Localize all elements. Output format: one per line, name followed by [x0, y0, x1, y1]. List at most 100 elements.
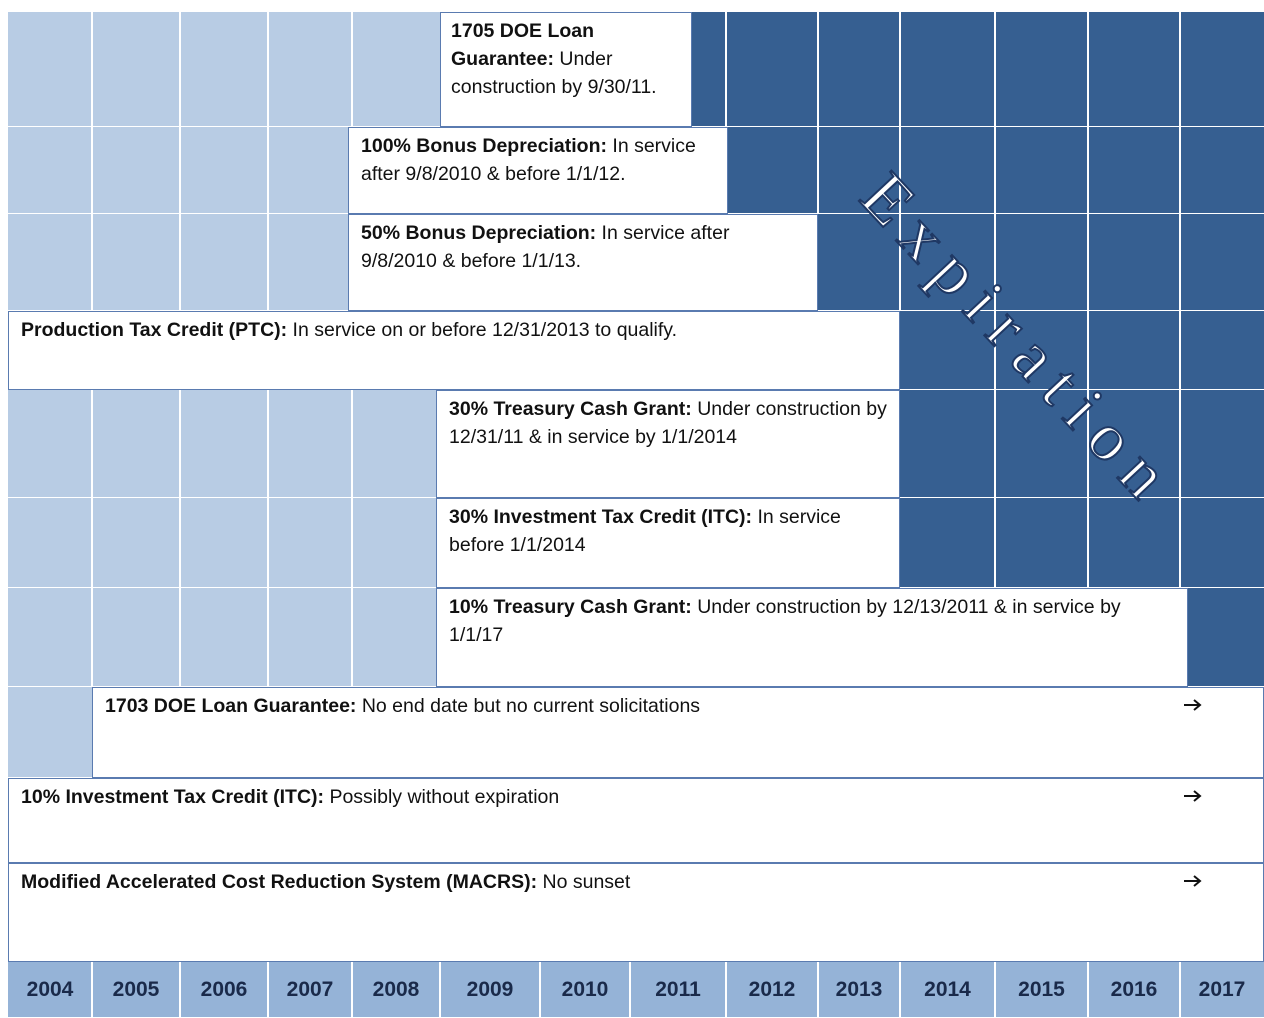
- grid-line: [1179, 498, 1181, 588]
- grid-line: [1087, 12, 1089, 127]
- continues-arrow: [1184, 790, 1202, 802]
- year-label: 2012: [748, 978, 796, 1001]
- grid-line: [899, 214, 901, 311]
- grid-line: [267, 127, 269, 214]
- grid-line: [1179, 12, 1181, 127]
- grid-line: [351, 962, 353, 1017]
- grid-line: [994, 214, 996, 311]
- program-name: 10% Treasury Cash Grant:: [449, 596, 692, 618]
- program-name: 30% Investment Tax Credit (ITC):: [449, 506, 753, 528]
- program-box: 30% Investment Tax Credit (ITC): In serv…: [436, 498, 900, 588]
- grid-line: [1087, 214, 1089, 311]
- grid-line: [91, 127, 93, 214]
- grid-line: [539, 962, 541, 1017]
- program-condition: In service after 9/8/2010 & before 1/1/1…: [361, 135, 696, 185]
- program-name: 10% Investment Tax Credit (ITC):: [21, 786, 325, 808]
- grid-line: [91, 498, 93, 588]
- grid-line: [994, 390, 996, 498]
- year-label: 2010: [561, 978, 609, 1001]
- grid-line: [179, 12, 181, 127]
- grid-line: [1179, 962, 1181, 1017]
- year-label: 2015: [1018, 978, 1065, 1001]
- pre-period: [8, 214, 348, 311]
- program-box: 10% Treasury Cash Grant: Under construct…: [436, 588, 1188, 687]
- expired-period: [900, 390, 1264, 498]
- grid-line: [817, 12, 819, 127]
- pre-period: [8, 12, 440, 127]
- pre-period: [8, 687, 92, 778]
- grid-line: [179, 498, 181, 588]
- grid-line: [1179, 127, 1181, 214]
- grid-line: [91, 390, 93, 498]
- grid-line: [899, 12, 901, 127]
- grid-line: [351, 12, 353, 127]
- grid-line: [179, 588, 181, 687]
- program-box: 50% Bonus Depreciation: In service after…: [348, 214, 818, 311]
- year-label: 2007: [286, 978, 334, 1001]
- expired-period: [818, 214, 1264, 311]
- program-condition: No sunset: [537, 871, 631, 893]
- year-label: 2013: [835, 978, 883, 1001]
- grid-line: [179, 390, 181, 498]
- program-name: 1703 DOE Loan Guarantee:: [105, 695, 357, 717]
- program-condition: No end date but no current solicitations: [356, 695, 701, 717]
- grid-line: [1087, 962, 1089, 1017]
- program-condition: In service before 1/1/2014: [449, 506, 841, 556]
- grid-line: [1087, 390, 1089, 498]
- grid-line: [267, 498, 269, 588]
- expired-period: [900, 311, 1264, 390]
- program-condition: Possibly without expiration: [324, 786, 560, 808]
- year-label: 2004: [26, 978, 74, 1001]
- grid-line: [629, 962, 631, 1017]
- program-condition: In service after 9/8/2010 & before 1/1/1…: [361, 222, 730, 272]
- continues-arrow: [1184, 875, 1202, 887]
- program-box: 30% Treasury Cash Grant: Under construct…: [436, 390, 900, 498]
- year-label: 2014: [924, 978, 971, 1001]
- program-box: 10% Investment Tax Credit (ITC): Possibl…: [8, 778, 1264, 863]
- expired-period: [900, 498, 1264, 588]
- year-label: 2009: [466, 978, 514, 1001]
- grid-line: [91, 12, 93, 127]
- grid-line: [994, 962, 996, 1017]
- grid-line: [994, 498, 996, 588]
- program-box: Modified Accelerated Cost Reduction Syst…: [8, 863, 1264, 962]
- year-label: 2006: [200, 978, 248, 1001]
- pre-period: [8, 498, 436, 588]
- grid-line: [1179, 390, 1181, 498]
- pre-period: [8, 390, 436, 498]
- grid-line: [351, 390, 353, 498]
- year-label: 2005: [112, 978, 160, 1001]
- grid-line: [267, 12, 269, 127]
- program-condition: Under construction by 9/30/11.: [451, 48, 657, 98]
- program-condition: Under construction by 12/31/11 & in serv…: [449, 398, 887, 448]
- program-box: Production Tax Credit (PTC): In service …: [8, 311, 900, 390]
- grid-line: [899, 962, 901, 1017]
- grid-line: [91, 588, 93, 687]
- program-box: 1703 DOE Loan Guarantee: No end date but…: [92, 687, 1264, 778]
- grid-line: [817, 962, 819, 1017]
- grid-line: [91, 962, 93, 1017]
- year-label: 2017: [1198, 978, 1246, 1001]
- continues-arrow: [1184, 699, 1202, 711]
- grid-line: [351, 588, 353, 687]
- grid-line: [1087, 498, 1089, 588]
- program-box: 1705 DOE Loan Guarantee: Under construct…: [440, 12, 692, 127]
- year-bar: [8, 962, 1264, 1017]
- year-label: 2011: [655, 978, 701, 1001]
- grid-line: [1179, 311, 1181, 390]
- expired-period: [692, 12, 1264, 127]
- grid-line: [994, 311, 996, 390]
- grid-line: [267, 588, 269, 687]
- program-name: 30% Treasury Cash Grant:: [449, 398, 692, 420]
- grid-line: [1087, 127, 1089, 214]
- grid-line: [179, 214, 181, 311]
- year-label: 2016: [1110, 978, 1158, 1001]
- year-label: 2008: [372, 978, 420, 1001]
- grid-line: [817, 127, 819, 214]
- program-name: Modified Accelerated Cost Reduction Syst…: [21, 871, 538, 893]
- grid-line: [179, 962, 181, 1017]
- pre-period: [8, 588, 436, 687]
- grid-line: [899, 127, 901, 214]
- grid-line: [91, 214, 93, 311]
